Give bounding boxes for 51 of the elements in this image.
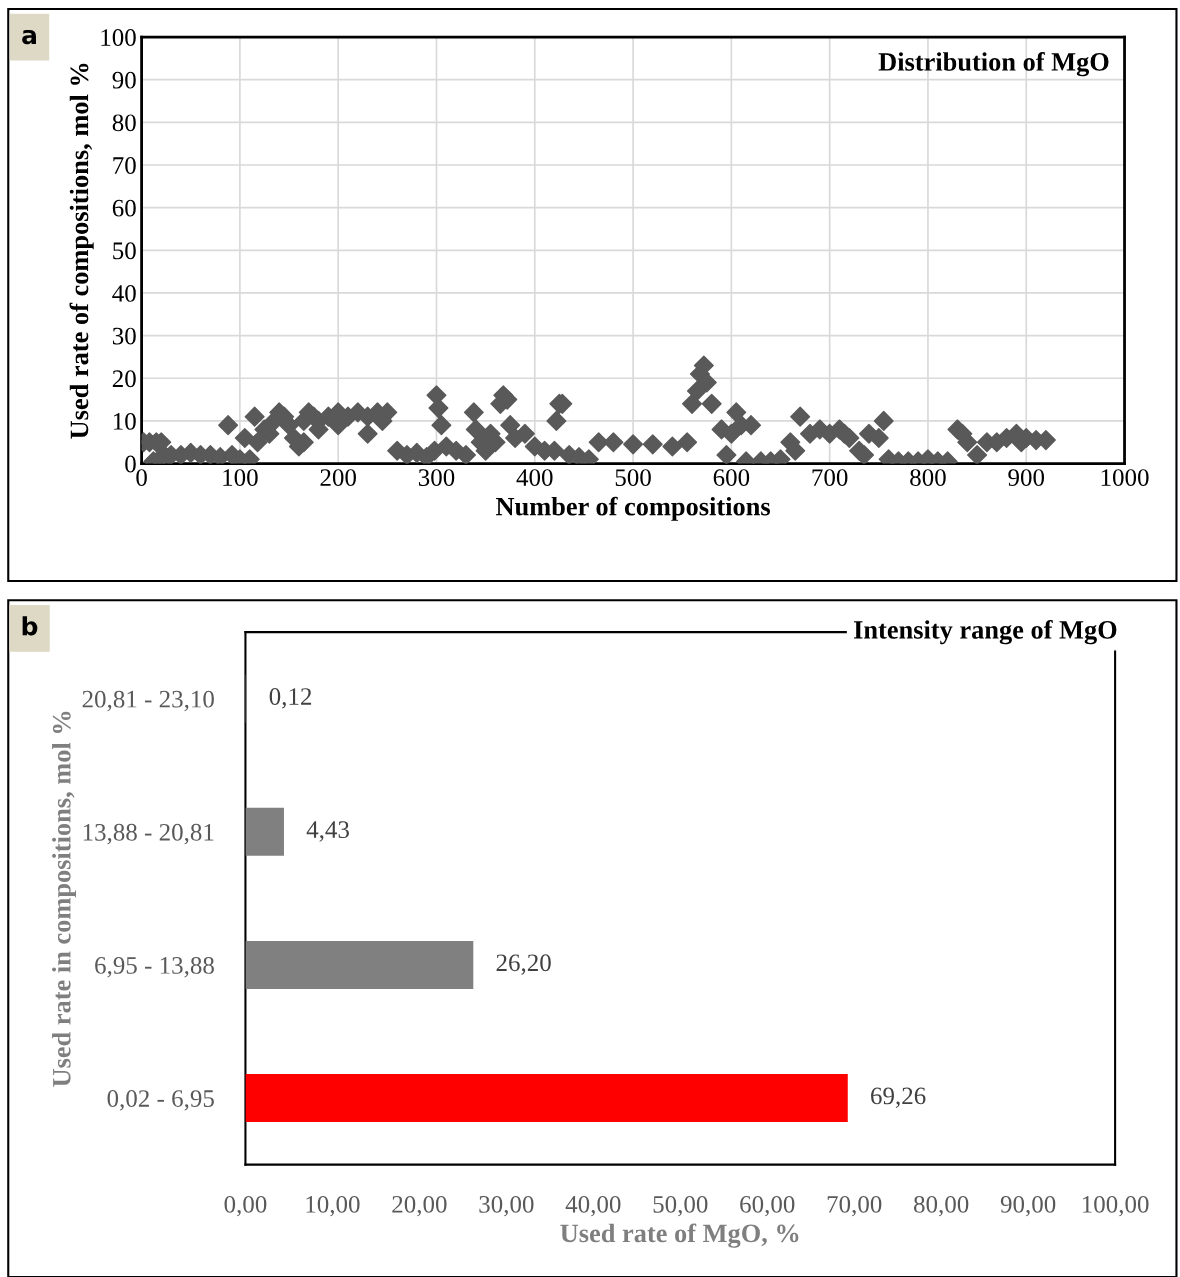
x-tick-label: 60,00 [740,1195,795,1217]
data-label: 4,43 [306,821,349,842]
data-label: 69,26 [871,1087,926,1108]
y-tick-label: 0,02 - 6,95 [107,1090,214,1111]
x-tick-label: 100 [223,469,258,487]
x-tick-label: 900 [1008,469,1045,487]
data-label: 0,12 [269,688,312,709]
y-tick-label: 30 [112,327,136,345]
x-axis-title: Used rate of MgO, % [560,1223,799,1248]
x-tick-label: 90,00 [1000,1195,1056,1217]
y-tick-label: 100 [101,29,136,46]
text: b [22,616,38,636]
bar [245,940,474,989]
x-tick-label: 700 [812,469,848,487]
y-tick-label: 0 [125,455,136,473]
x-tick-label: 20,00 [392,1195,447,1217]
y-tick-label: 60 [112,199,136,217]
y-axis-title: Used rate in compositions, mol % [52,711,76,1087]
y-tick-label: 20 [112,370,136,388]
x-tick-label: 800 [910,469,946,487]
x-tick-label: 80,00 [914,1195,969,1217]
x-tick-label: 600 [713,469,750,487]
y-tick-label: 20,81 - 23,10 [82,690,214,712]
x-tick-label: 70,00 [827,1195,882,1217]
y-tick-label: 90 [112,71,136,89]
x-tick-label: 400 [516,469,553,487]
x-tick-label: 500 [615,469,651,487]
bar [245,1074,848,1123]
text: Distribution of MgO [878,51,1109,77]
x-tick-label: 100,00 [1082,1195,1149,1217]
x-tick-label: 0,00 [224,1195,267,1217]
text: a [22,29,36,45]
x-tick-label: 300 [418,469,455,487]
x-tick-label: 40,00 [565,1195,621,1217]
y-tick-label: 6,95 - 13,88 [95,956,214,978]
data-label: 26,20 [496,954,551,975]
bar [245,807,284,856]
y-tick-label: 50 [113,242,136,260]
x-tick-label: 50,00 [653,1195,708,1217]
y-tick-label: 10 [113,412,136,430]
x-tick-label: 200 [320,469,356,487]
chart-title: Intensity range of MgO [854,619,1117,645]
x-tick-label: 30,00 [479,1195,534,1217]
y-tick-label: 80 [112,114,136,132]
y-tick-label: 13,88 - 20,81 [83,823,214,845]
x-axis-title: Number of compositions [496,496,770,521]
y-axis-title: Used rate of compositions, mol % [69,63,94,439]
x-tick-label: 10,00 [306,1195,360,1217]
x-tick-label: 1000 [1101,469,1149,487]
y-tick-label: 70 [113,157,136,174]
y-tick-label: 40 [112,284,136,302]
